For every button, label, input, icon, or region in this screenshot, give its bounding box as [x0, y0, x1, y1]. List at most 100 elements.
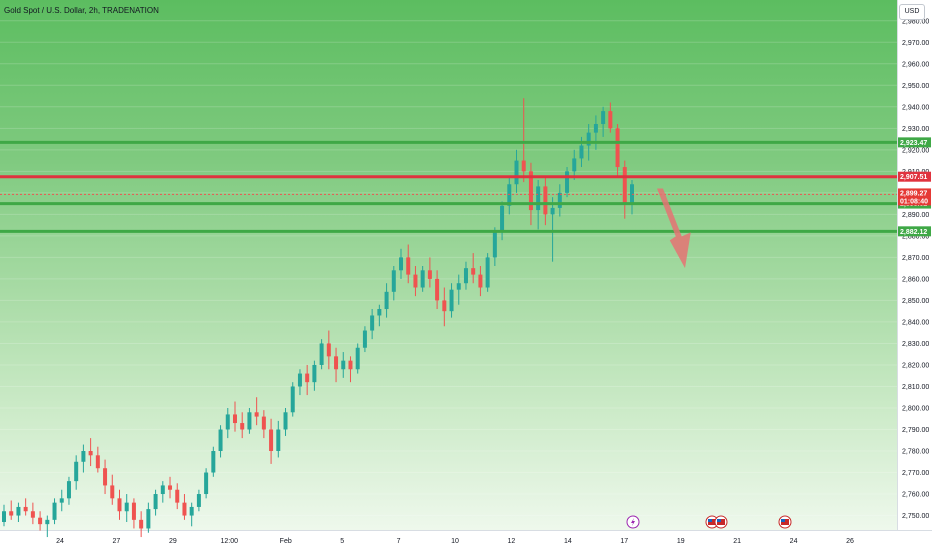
candle-body	[536, 186, 541, 211]
candle-body	[232, 414, 237, 424]
time-tick-label: 5	[340, 538, 344, 545]
candle-body	[377, 309, 382, 316]
candle-body	[608, 111, 613, 129]
candle-body	[348, 360, 353, 370]
time-tick-label: 12	[508, 538, 516, 545]
candle-body	[413, 274, 418, 288]
candle-body	[384, 291, 389, 310]
candle-body	[38, 517, 43, 525]
price-tick-label: 2,880.00	[902, 233, 929, 240]
level-label: 2,907.51	[900, 174, 927, 181]
candle-body	[305, 373, 310, 383]
candle-body	[182, 502, 187, 516]
candle-body	[427, 270, 432, 279]
candle-body	[391, 270, 396, 292]
candle-body	[110, 485, 115, 499]
candle-body	[218, 429, 223, 452]
candle-body	[586, 132, 591, 146]
candle-body	[139, 519, 144, 529]
candle-body	[406, 257, 411, 275]
time-tick-label: 24	[790, 538, 798, 545]
price-tick-label: 2,920.00	[902, 147, 929, 154]
price-tick-label: 2,810.00	[902, 384, 929, 391]
current-price-countdown: 01:08:40	[900, 198, 928, 205]
candle-body	[240, 423, 245, 430]
currency-button[interactable]: USD	[899, 4, 925, 20]
flag-canton	[708, 519, 712, 522]
time-tick-label: 21	[733, 538, 741, 545]
candle-body	[514, 160, 519, 185]
time-tick-label: Feb	[280, 538, 292, 545]
candle-body	[283, 412, 288, 430]
candle-body	[507, 184, 512, 206]
price-tick-label: 2,770.00	[902, 470, 929, 477]
candle-body	[326, 343, 331, 357]
time-tick-label: 7	[397, 538, 401, 545]
time-tick-label: 19	[677, 538, 685, 545]
level-label-box	[898, 137, 931, 148]
candle-body	[557, 192, 562, 208]
candle-body	[2, 511, 6, 522]
time-tick-label: 26	[846, 538, 854, 545]
price-tick-label: 2,940.00	[902, 104, 929, 111]
candle-body	[420, 270, 425, 288]
candle-body	[30, 511, 35, 518]
time-axis[interactable]	[0, 530, 932, 551]
chart-title: Gold Spot / U.S. Dollar, 2h, TRADENATION	[4, 6, 159, 15]
candle-body	[565, 171, 570, 193]
price-tick-label: 2,760.00	[902, 492, 929, 499]
price-tick-label: 2,830.00	[902, 341, 929, 348]
candle-body	[261, 416, 266, 430]
candle-body	[297, 373, 302, 387]
candle-body	[319, 343, 324, 365]
candle-body	[175, 489, 180, 503]
candle-body	[435, 278, 440, 301]
candle-body	[543, 186, 548, 215]
candle-body	[211, 451, 216, 473]
time-tick-label: 27	[113, 538, 121, 545]
candle-body	[492, 231, 497, 258]
candle-body	[579, 145, 584, 159]
price-tick-label: 2,860.00	[902, 276, 929, 283]
candle-body	[225, 414, 230, 430]
candle-body	[456, 283, 461, 290]
plot-area[interactable]	[0, 0, 897, 530]
candle-body	[442, 300, 447, 312]
price-tick-label: 2,960.00	[902, 61, 929, 68]
candle-body	[471, 268, 476, 275]
price-axis[interactable]	[897, 0, 932, 530]
candle-body	[601, 111, 606, 125]
price-tick-label: 2,850.00	[902, 298, 929, 305]
candle-body	[528, 171, 533, 211]
candle-body	[74, 461, 79, 482]
candle-body	[593, 124, 598, 133]
candle-body	[52, 502, 57, 520]
flag-canton	[781, 519, 785, 522]
candle-body	[124, 502, 129, 512]
candle-body	[399, 257, 404, 271]
candle-body	[622, 167, 627, 204]
candle-body	[204, 472, 209, 495]
candle-body	[16, 506, 21, 516]
time-tick-label: 24	[56, 538, 64, 545]
candle-body	[341, 360, 346, 370]
candle-body	[168, 485, 173, 490]
candle-body	[370, 315, 375, 331]
candle-body	[23, 506, 28, 512]
candle-body	[449, 289, 454, 312]
level-label: 2,923.47	[900, 140, 927, 147]
price-tick-label: 2,930.00	[902, 126, 929, 133]
candle-body	[478, 274, 483, 288]
price-tick-label: 2,790.00	[902, 427, 929, 434]
price-tick-label: 2,970.00	[902, 40, 929, 47]
candle-body	[9, 511, 14, 516]
price-tick-label: 2,890.00	[902, 212, 929, 219]
time-tick-label: 14	[564, 538, 572, 545]
candle-body	[269, 429, 274, 452]
candle-body	[290, 386, 295, 413]
candle-body	[131, 502, 136, 520]
candle-body	[66, 481, 71, 499]
candle-body	[362, 330, 367, 348]
